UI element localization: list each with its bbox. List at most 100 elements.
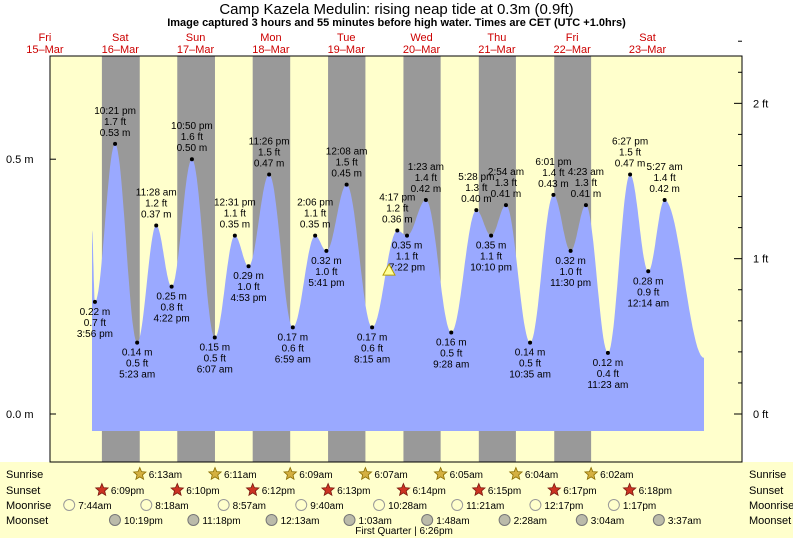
moonrise-moon-icon <box>373 499 386 511</box>
tide-time: 11:23 am <box>587 380 628 391</box>
sunset-time: 6:15pm <box>488 486 521 497</box>
tide-time: 6:27 pm <box>612 136 648 147</box>
moonrise-moon-icon <box>295 499 308 511</box>
tide-height-m: 0.37 m <box>141 209 172 220</box>
tide-dot <box>605 350 610 355</box>
sunset-marker: 6:17pm <box>547 482 597 497</box>
tide-height-ft: 1.0 ft <box>315 267 337 278</box>
sunset-star-icon <box>622 482 637 497</box>
tide-point: 11:26 pm1.5 ft0.47 m <box>249 136 290 177</box>
tide-height-ft: 1.4 ft <box>542 168 564 179</box>
tide-dot <box>370 325 375 330</box>
row-label-left: Moonrise <box>6 500 51 512</box>
row-label-left: Sunrise <box>6 469 43 481</box>
tide-height-ft: 1.2 ft <box>386 204 408 215</box>
tide-height-m: 0.47 m <box>254 158 285 169</box>
moonset-time: 12:13am <box>281 516 320 527</box>
tide-point: 11:28 am1.2 ft0.37 m <box>136 187 177 228</box>
sunrise-star-icon <box>583 466 599 481</box>
tide-time: 5:41 pm <box>308 278 344 289</box>
tide-height-m: 0.14 m <box>122 348 153 359</box>
sunset-marker: 6:14pm <box>396 482 446 497</box>
sunrise-time: 6:05am <box>450 470 483 481</box>
tide-point: 12:08 am1.5 ft0.45 m <box>326 147 368 187</box>
tide-dot <box>583 203 588 208</box>
moon-phase-label: First Quarter | 6:26pm <box>355 526 453 537</box>
moonrise-time: 10:28am <box>388 501 427 512</box>
row-label-right: Moonset <box>749 515 791 527</box>
tide-point: 4:17 pm1.2 ft0.36 m <box>379 193 415 233</box>
chart-subtitle: Image captured 3 hours and 55 minutes be… <box>167 17 626 29</box>
tide-point: 0.25 m0.8 ft4:22 pm <box>154 284 190 325</box>
tide-dot <box>423 197 428 202</box>
moonset-moon-icon <box>498 514 511 526</box>
tide-height-m: 0.12 m <box>593 358 624 369</box>
moonset-time: 1:48am <box>436 516 469 527</box>
tide-dot <box>189 157 194 162</box>
tide-height-m: 0.41 m <box>571 189 602 200</box>
moonset-moon-icon <box>187 514 200 526</box>
sunrise-time: 6:13am <box>149 470 182 481</box>
tide-dot <box>528 340 533 345</box>
moonset-moon-icon <box>652 514 665 526</box>
tide-height-ft: 1.0 ft <box>237 282 259 293</box>
tide-dot <box>246 264 251 269</box>
tide-point: 0.17 m0.6 ft6:59 am <box>275 325 311 365</box>
tide-point: 12:31 pm1.1 ft0.35 m <box>214 198 256 238</box>
tide-time: 10:35 am <box>509 370 551 381</box>
tide-time: 4:17 pm <box>379 193 415 204</box>
sunset-marker: 6:13pm <box>320 482 370 497</box>
tide-time: 12:31 pm <box>214 198 256 209</box>
day-name: Sat <box>639 32 656 44</box>
tide-height-m: 0.35 m <box>392 241 423 252</box>
day-name: Mon <box>260 32 281 44</box>
sunrise-marker: 6:13am <box>132 466 182 481</box>
tide-dot <box>113 141 118 146</box>
tide-height-m: 0.42 m <box>649 184 680 195</box>
tide-time: 11:30 pm <box>550 278 591 289</box>
sunrise-star-icon <box>132 466 147 481</box>
tide-height-ft: 1.1 ft <box>304 209 326 220</box>
row-label-right: Sunrise <box>749 469 786 481</box>
sunrise-marker: 6:11am <box>207 466 257 481</box>
tide-dot <box>662 197 667 202</box>
tide-height-ft: 0.4 ft <box>597 369 619 380</box>
row-label-left: Moonset <box>6 515 48 527</box>
tide-time: 12:14 am <box>627 298 669 309</box>
tide-height-m: 0.32 m <box>311 256 342 267</box>
tide-dot <box>154 223 159 228</box>
tide-time: 5:27 am <box>647 162 683 173</box>
moonset-moon-icon <box>108 514 121 526</box>
tide-time: 4:53 pm <box>230 293 266 304</box>
tide-time: 2:54 am <box>488 167 524 178</box>
tide-point: 2:54 am1.3 ft0.41 m <box>488 167 524 208</box>
sunrise-time: 6:11am <box>224 470 257 481</box>
tide-dot <box>489 233 494 238</box>
tide-height-ft: 0.7 ft <box>84 318 106 329</box>
sunrise-star-icon <box>207 466 223 481</box>
day-name: Thu <box>487 32 506 44</box>
tide-time: 1:23 am <box>408 162 444 173</box>
tide-time: 11:26 pm <box>249 136 290 147</box>
tide-dot <box>628 172 633 177</box>
sunset-time: 6:12pm <box>262 486 295 497</box>
sunrise-time: 6:09am <box>299 470 332 481</box>
day-date: 20–Mar <box>403 44 441 56</box>
tide-time: 11:28 am <box>136 187 177 198</box>
sunset-marker: 6:18pm <box>622 482 672 497</box>
tide-time: 12:08 am <box>326 147 368 158</box>
sunrise-time: 6:02am <box>600 470 633 481</box>
tide-dot <box>568 248 573 253</box>
moonset-marker: 1:48am <box>421 514 470 527</box>
day-date: 21–Mar <box>478 44 516 56</box>
tide-height-m: 0.36 m <box>382 215 413 226</box>
tide-height-m: 0.22 m <box>80 307 111 318</box>
left-tick-label: 0.5 m <box>6 154 34 166</box>
sunset-star-icon <box>320 482 336 497</box>
tide-point: 6:27 pm1.5 ft0.47 m <box>612 136 648 177</box>
tide-height-ft: 0.5 ft <box>440 348 462 359</box>
